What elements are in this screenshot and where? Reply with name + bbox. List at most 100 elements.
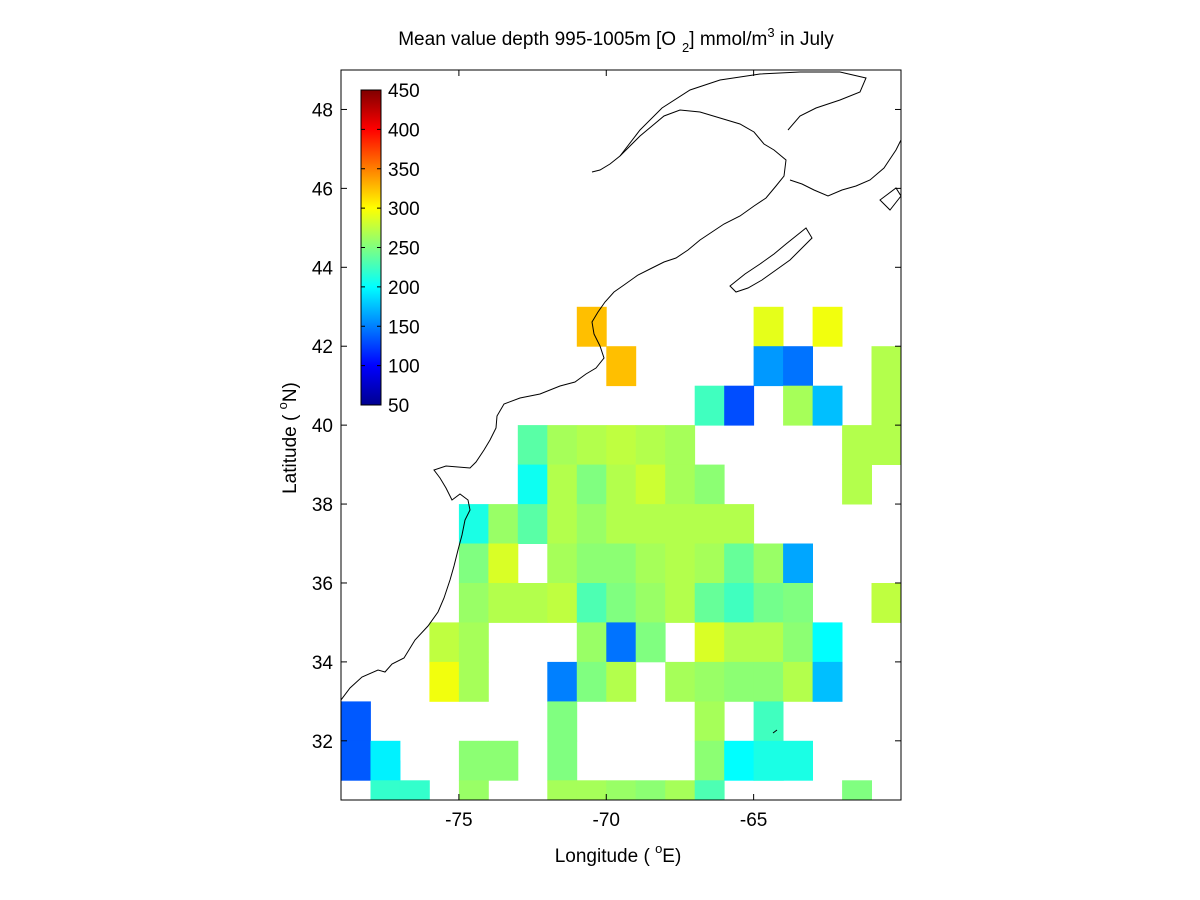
heatmap-cell xyxy=(724,622,755,663)
heatmap-cell xyxy=(606,346,637,387)
heatmap-cell xyxy=(724,583,755,623)
heatmap-cell xyxy=(606,583,637,623)
heatmap-cell xyxy=(635,543,666,584)
heatmap-cell xyxy=(458,543,489,584)
heatmap-cell xyxy=(753,543,784,584)
heatmap-cell xyxy=(576,425,607,465)
colorbar-tick-label: 150 xyxy=(388,317,420,338)
y-tick-label: 46 xyxy=(312,179,333,200)
heatmap-cell xyxy=(547,543,578,584)
heatmap-cell xyxy=(842,780,872,800)
heatmap-cell xyxy=(783,583,813,623)
heatmap-cell xyxy=(606,464,637,505)
heatmap-cell xyxy=(399,780,430,800)
x-tick-label: -75 xyxy=(445,810,472,831)
heatmap-cell xyxy=(694,583,725,623)
heatmap-cell xyxy=(547,583,578,623)
heatmap-cell xyxy=(665,780,696,800)
heatmap-cell xyxy=(694,464,725,505)
colorbar: 50 100 150 200 250 300 350 400 450 xyxy=(360,81,420,417)
y-axis-ticks: 32 34 36 38 40 42 44 46 48 xyxy=(312,100,901,753)
y-axis-label: Latitude ( oN) xyxy=(275,382,301,494)
heatmap-cell xyxy=(635,464,666,505)
heatmap-cell xyxy=(547,701,578,742)
heatmap-cell xyxy=(753,661,784,702)
x-axis-ticks: -75 -70 -65 xyxy=(445,70,767,831)
x-tick-label: -65 xyxy=(740,810,767,831)
heatmap-cell xyxy=(576,504,607,544)
heatmap-cell xyxy=(724,740,755,781)
heatmap-cell xyxy=(458,583,489,623)
x-axis-label: Longitude ( oE) xyxy=(555,841,682,867)
heatmap-cell xyxy=(517,504,548,544)
heatmap-cell xyxy=(517,464,548,505)
heatmap-cell xyxy=(547,740,578,781)
heatmap-cell xyxy=(370,780,401,800)
heatmap-cell xyxy=(341,701,371,742)
heatmap-cell xyxy=(694,385,725,426)
heatmap-cell xyxy=(458,740,489,781)
heatmap-cell xyxy=(547,661,578,702)
heatmap-cell xyxy=(576,583,607,623)
heatmap-cell xyxy=(488,583,519,623)
colorbar-tick-label: 100 xyxy=(388,357,420,378)
heatmap-cell xyxy=(547,504,578,544)
y-tick-label: 36 xyxy=(312,574,333,595)
heatmap-cell xyxy=(606,425,637,465)
heatmap-cell xyxy=(753,583,784,623)
heatmap-cell xyxy=(458,622,489,663)
heatmap-cell xyxy=(665,583,696,623)
coastline-us-east xyxy=(341,109,787,701)
heatmap-cell xyxy=(783,661,813,702)
heatmap-cell xyxy=(812,622,843,663)
heatmap-cell xyxy=(694,661,725,702)
heatmap-cell xyxy=(694,543,725,584)
heatmap-cell xyxy=(753,622,784,663)
heatmap-cell xyxy=(458,504,489,544)
heatmap-cell xyxy=(606,543,637,584)
coastline-newfoundland xyxy=(879,187,901,211)
colorbar-tick-label: 250 xyxy=(388,239,420,260)
heatmap-cell xyxy=(429,661,460,702)
heatmap-cell xyxy=(458,780,489,800)
heatmap-cell xyxy=(753,306,784,347)
colorbar-tick-label: 300 xyxy=(388,199,420,220)
heatmap-cell xyxy=(606,780,637,800)
heatmap-cell xyxy=(694,780,725,800)
heatmap-cell xyxy=(694,622,725,663)
coastline-gaspe xyxy=(619,71,867,157)
chart-title: Mean value depth 995-1005m [O 2] mmol/m3 … xyxy=(398,25,834,55)
y-tick-label: 34 xyxy=(312,653,334,674)
y-tick-label: 32 xyxy=(312,732,333,753)
heatmap-cell xyxy=(341,740,371,781)
heatmap-cells xyxy=(341,306,901,800)
heatmap-cell xyxy=(694,740,725,781)
heatmap-cell xyxy=(783,740,813,781)
heatmap-cell xyxy=(606,504,637,544)
heatmap-cell xyxy=(576,543,607,584)
y-tick-label: 48 xyxy=(312,100,333,121)
heatmap-cell xyxy=(665,425,696,465)
coastline-bermuda xyxy=(772,729,778,734)
heatmap-cell xyxy=(517,425,548,465)
heatmap-cell xyxy=(488,543,519,584)
heatmap-cell xyxy=(724,543,755,584)
heatmap-cell xyxy=(517,583,548,623)
coastline-nova-scotia xyxy=(729,227,813,293)
y-tick-label: 44 xyxy=(312,258,334,279)
heatmap-cell xyxy=(370,740,401,781)
heatmap-cell xyxy=(635,583,666,623)
heatmap-cell xyxy=(635,425,666,465)
heatmap-cell xyxy=(871,425,901,465)
heatmap-cell xyxy=(724,385,755,426)
heatmap-cell xyxy=(753,346,784,387)
heatmap-cell xyxy=(547,464,578,505)
heatmap-cell xyxy=(783,543,813,584)
heatmap-cell xyxy=(694,504,725,544)
heatmap-cell xyxy=(724,661,755,702)
heatmap-cell xyxy=(871,385,901,426)
heatmap-cell xyxy=(724,504,755,544)
y-tick-label: 40 xyxy=(312,416,333,437)
heatmap-cell xyxy=(783,622,813,663)
